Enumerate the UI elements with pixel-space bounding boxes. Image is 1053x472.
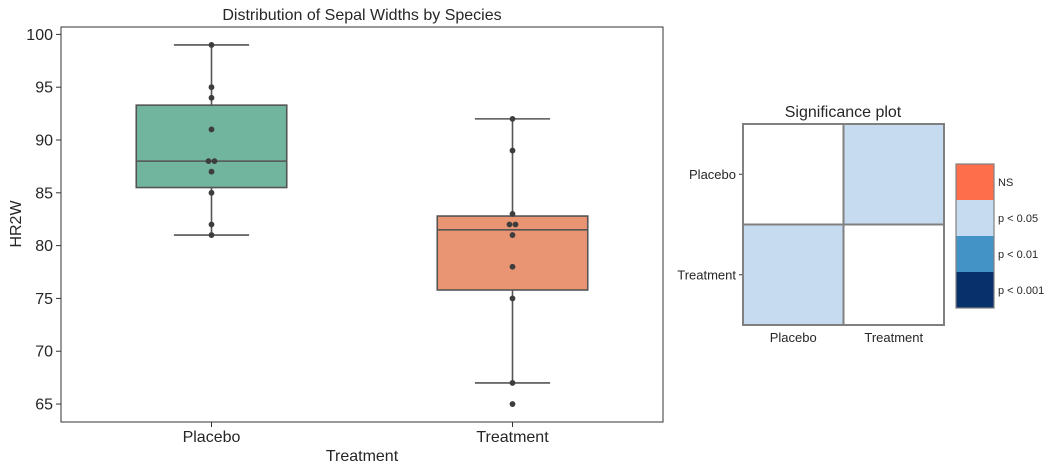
box-placebo	[135, 44, 288, 236]
y-tick-label: 65	[35, 397, 53, 414]
y-tick-label: 95	[35, 80, 53, 97]
data-point	[208, 189, 215, 196]
row-label: Treatment	[677, 267, 736, 282]
y-axis-label: HR2W	[8, 200, 25, 248]
box-plot-frame	[60, 26, 664, 423]
data-point	[506, 221, 513, 228]
row-label: Placebo	[689, 167, 736, 182]
y-axis: 65 70 75 80 85 90 95 100	[26, 27, 61, 414]
legend-swatch	[956, 164, 994, 200]
data-point	[208, 94, 215, 101]
x-tick-label: Treatment	[476, 429, 549, 446]
box-plot-title: Distribution of Sepal Widths by Species	[222, 7, 501, 24]
data-point	[509, 115, 516, 122]
column-label: Treatment	[864, 330, 923, 345]
box-plot: Distribution of Sepal Widths by Species …	[8, 7, 664, 465]
legend-frame	[955, 163, 995, 309]
data-point	[512, 221, 519, 228]
legend-label: p < 0.001	[998, 285, 1044, 297]
column-label: Placebo	[770, 330, 817, 345]
x-axis: Placebo Treatment	[183, 422, 549, 446]
iqr-box	[436, 215, 589, 291]
y-tick-label: 100	[26, 27, 53, 44]
data-point	[509, 401, 516, 407]
x-axis-label: Treatment	[326, 448, 399, 465]
data-point	[509, 211, 516, 217]
data-point	[509, 147, 516, 154]
significance-legend: NS p < 0.05 p < 0.01 p < 0.001	[955, 163, 1044, 309]
significance-plot: Significance plot PlaceboTreatmentPlaceb…	[677, 104, 1044, 345]
heatmap-cell	[842, 123, 945, 226]
y-tick-label: 70	[35, 344, 53, 361]
y-tick-label: 85	[35, 185, 53, 202]
data-point	[208, 168, 215, 175]
x-tick-label: Placebo	[183, 429, 241, 446]
y-tick-label: 75	[35, 291, 53, 308]
heatmap-cell	[742, 223, 845, 326]
legend-label: p < 0.05	[998, 213, 1038, 225]
heatmap-cell	[742, 123, 845, 226]
data-point	[509, 380, 516, 386]
legend-swatch	[956, 200, 994, 236]
y-tick-label: 80	[35, 238, 53, 255]
legend-label: NS	[998, 177, 1013, 189]
data-point	[211, 158, 218, 165]
data-point	[208, 84, 215, 91]
data-point	[208, 126, 215, 133]
data-point	[509, 232, 516, 238]
data-point	[205, 158, 212, 165]
heatmap-cells	[742, 123, 945, 326]
box-plot-marks	[135, 42, 589, 407]
significance-plot-title: Significance plot	[785, 104, 902, 121]
legend-swatch	[956, 236, 994, 272]
legend-label: p < 0.01	[998, 249, 1038, 261]
data-point	[208, 232, 215, 238]
data-point	[208, 42, 215, 48]
heatmap-axes: Placebo Treatment Placebo Treatment	[677, 167, 923, 345]
data-point	[509, 263, 516, 270]
legend-swatch	[956, 272, 994, 308]
y-tick-label: 90	[35, 133, 53, 150]
data-point	[509, 295, 516, 302]
data-point	[208, 221, 215, 228]
box-treatment	[436, 118, 589, 384]
heatmap-cell	[842, 223, 945, 326]
iqr-box	[135, 104, 288, 189]
